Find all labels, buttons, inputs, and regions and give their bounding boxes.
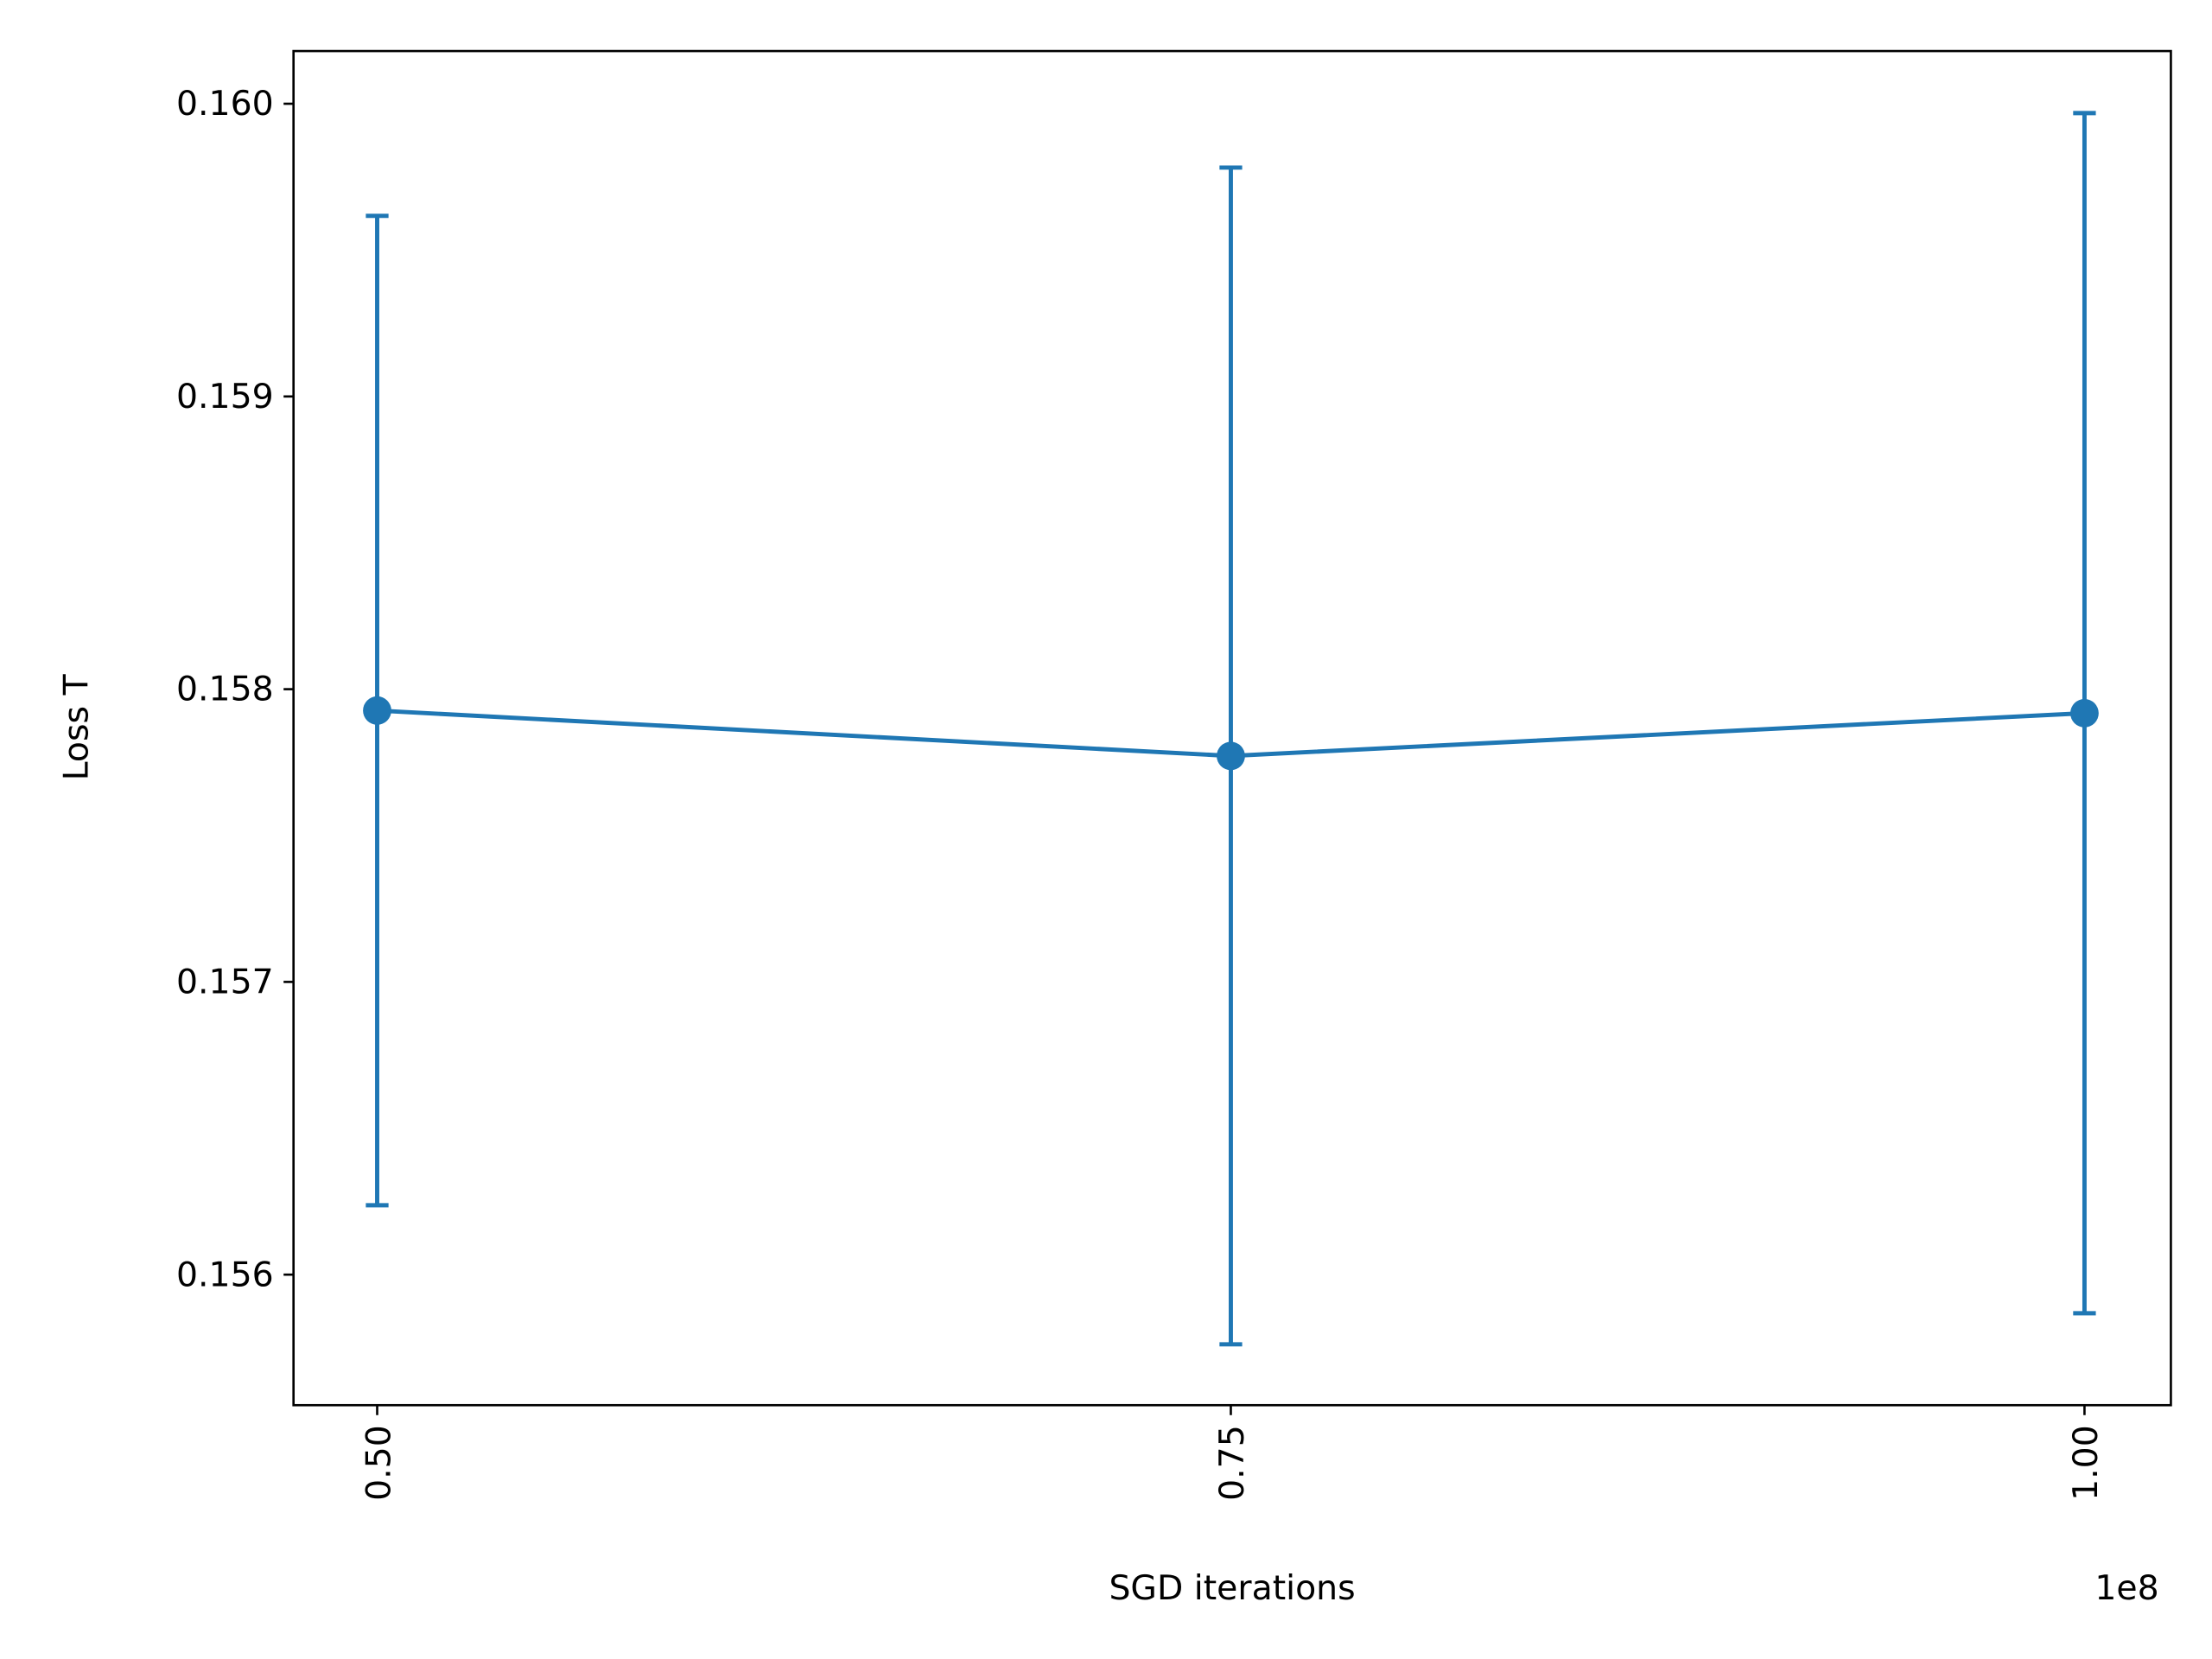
point [1217,741,1245,771]
x-tick-label: 0.75 [1212,1425,1252,1501]
plot-frame [292,49,2172,1407]
x-axis-label: SGD iterations [1109,1568,1355,1608]
y-axis-label: Loss T [57,673,97,780]
y-tick-label: 0.156 [176,1255,274,1294]
point [363,696,391,725]
x-tick-label: 0.50 [359,1425,398,1501]
x-tick-label: 1.00 [2066,1425,2106,1501]
y-tick-label: 0.160 [176,84,274,124]
y-tick-label: 0.159 [176,377,274,416]
x-offset-label: 1e8 [2094,1568,2158,1608]
y-tick-label: 0.157 [176,963,274,1002]
y-tick-label: 0.158 [176,670,274,709]
point [2070,698,2099,728]
